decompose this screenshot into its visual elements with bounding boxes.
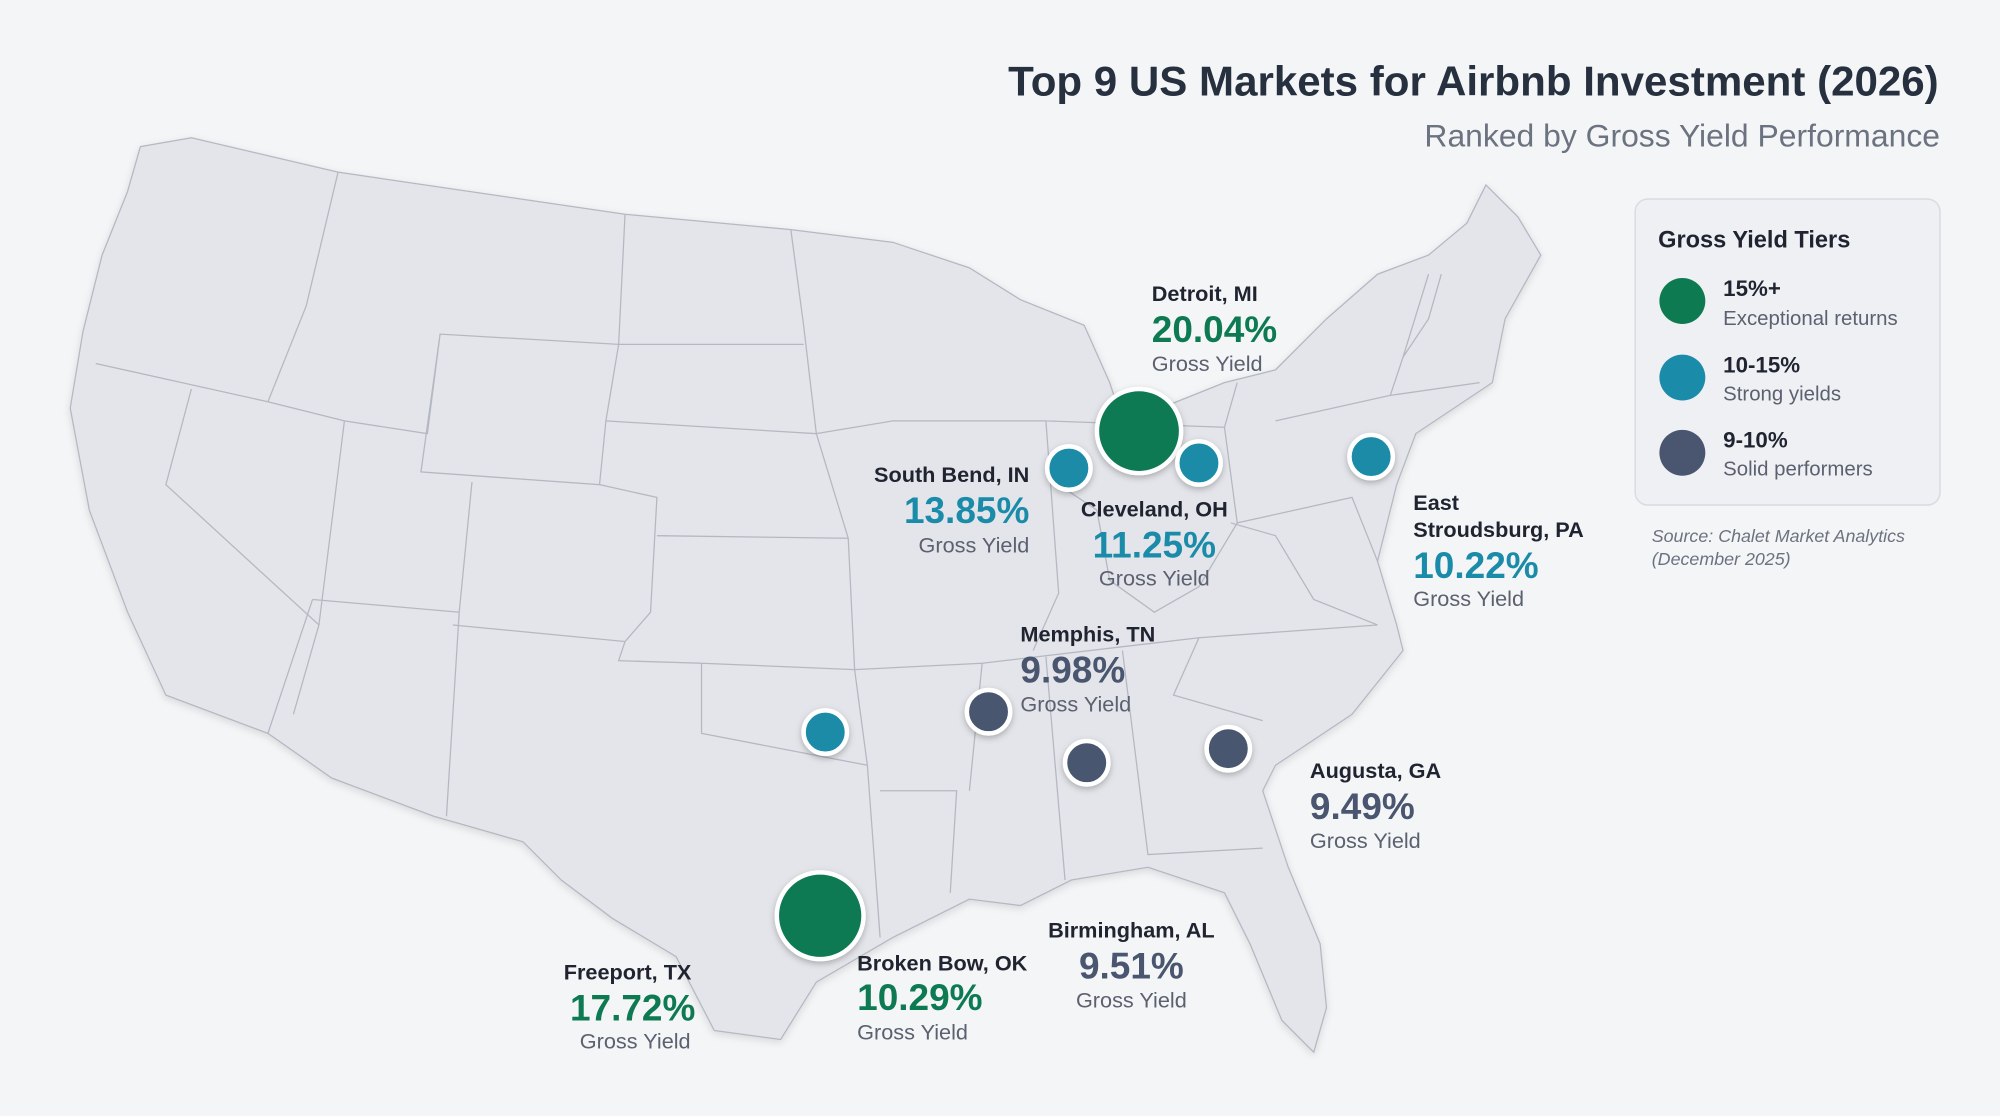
label-cleveland: Cleveland, OH 11.25% Gross Yield [1081,497,1228,591]
source-note: Source: Chalet Market Analytics [1652,526,1905,546]
yield-caption: Gross Yield [1413,586,1524,611]
market-markers [774,386,1396,962]
page-subtitle: Ranked by Gross Yield Performance [1424,118,1940,154]
page-title: Top 9 US Markets for Airbnb Investment (… [1008,58,1939,105]
market-yield: 13.85% [904,490,1029,531]
market-yield: 9.49% [1310,786,1415,827]
label-freeport: Freeport, TX 17.72% Gross Yield [564,960,696,1054]
legend-range: 9-10% [1723,428,1788,453]
legend-desc: Exceptional returns [1723,308,1898,330]
label-augusta: Augusta, GA 9.49% Gross Yield [1310,758,1442,853]
label-detroit: Detroit, MI 20.04% Gross Yield [1152,281,1277,376]
source-date: (December 2025) [1652,549,1791,569]
state-borders [95,172,1480,938]
legend-swatch-9-10 [1659,429,1706,476]
market-name: Detroit, MI [1152,281,1258,306]
legend-desc: Strong yields [1723,383,1841,405]
market-yield: 9.98% [1020,649,1125,690]
market-yield: 17.72% [570,987,695,1028]
market-yield: 9.51% [1079,945,1184,986]
marker-augusta[interactable] [1204,724,1253,773]
yield-caption: Gross Yield [1020,692,1131,717]
market-yield: 10.22% [1413,545,1538,586]
legend-range: 10-15% [1723,352,1800,377]
yield-caption: Gross Yield [1076,988,1187,1013]
market-name: Birmingham, AL [1048,917,1215,942]
market-name: Memphis, TN [1020,622,1155,647]
market-name: Broken Bow, OK [857,951,1028,976]
legend-range: 15%+ [1723,276,1781,301]
marker-freeport[interactable] [774,870,866,962]
legend-swatch-15-plus [1659,278,1706,324]
marker-birmingham[interactable] [1062,738,1111,787]
yield-caption: Gross Yield [1099,565,1210,590]
marker-east-stroudsburg[interactable] [1347,432,1396,481]
marker-memphis[interactable] [964,687,1013,736]
yield-caption: Gross Yield [580,1028,691,1053]
yield-caption: Gross Yield [857,1019,968,1044]
market-yield: 20.04% [1152,309,1277,350]
label-south-bend: South Bend, IN 13.85% Gross Yield [874,462,1029,557]
label-broken-bow: Broken Bow, OK 10.29% Gross Yield [857,951,1028,1045]
label-east-stroudsburg: East Stroudsburg, PA 10.22% Gross Yield [1413,490,1584,611]
marker-broken-bow[interactable] [801,708,850,757]
market-name-line1: East [1413,490,1459,515]
market-name: Freeport, TX [564,960,692,985]
marker-south-bend[interactable] [1044,444,1093,492]
label-birmingham: Birmingham, AL 9.51% Gross Yield [1048,917,1215,1012]
market-name: Augusta, GA [1310,758,1442,783]
yield-caption: Gross Yield [1152,351,1263,376]
marker-cleveland[interactable] [1175,439,1223,487]
legend-desc: Solid performers [1723,459,1873,481]
market-name-line2: Stroudsburg, PA [1413,517,1584,542]
market-name: South Bend, IN [874,462,1029,487]
market-name: Cleveland, OH [1081,497,1228,522]
legend-swatch-10-15 [1659,354,1706,401]
marker-detroit[interactable] [1094,386,1184,476]
legend-title: Gross Yield Tiers [1658,226,1850,252]
yield-caption: Gross Yield [919,532,1030,557]
market-yield: 10.29% [857,977,982,1018]
legend: Gross Yield Tiers 15%+ Exceptional retur… [1634,198,1941,506]
label-memphis: Memphis, TN 9.98% Gross Yield [1020,622,1155,717]
yield-caption: Gross Yield [1310,828,1421,853]
market-yield: 11.25% [1093,524,1216,565]
legend-box [1634,198,1941,506]
